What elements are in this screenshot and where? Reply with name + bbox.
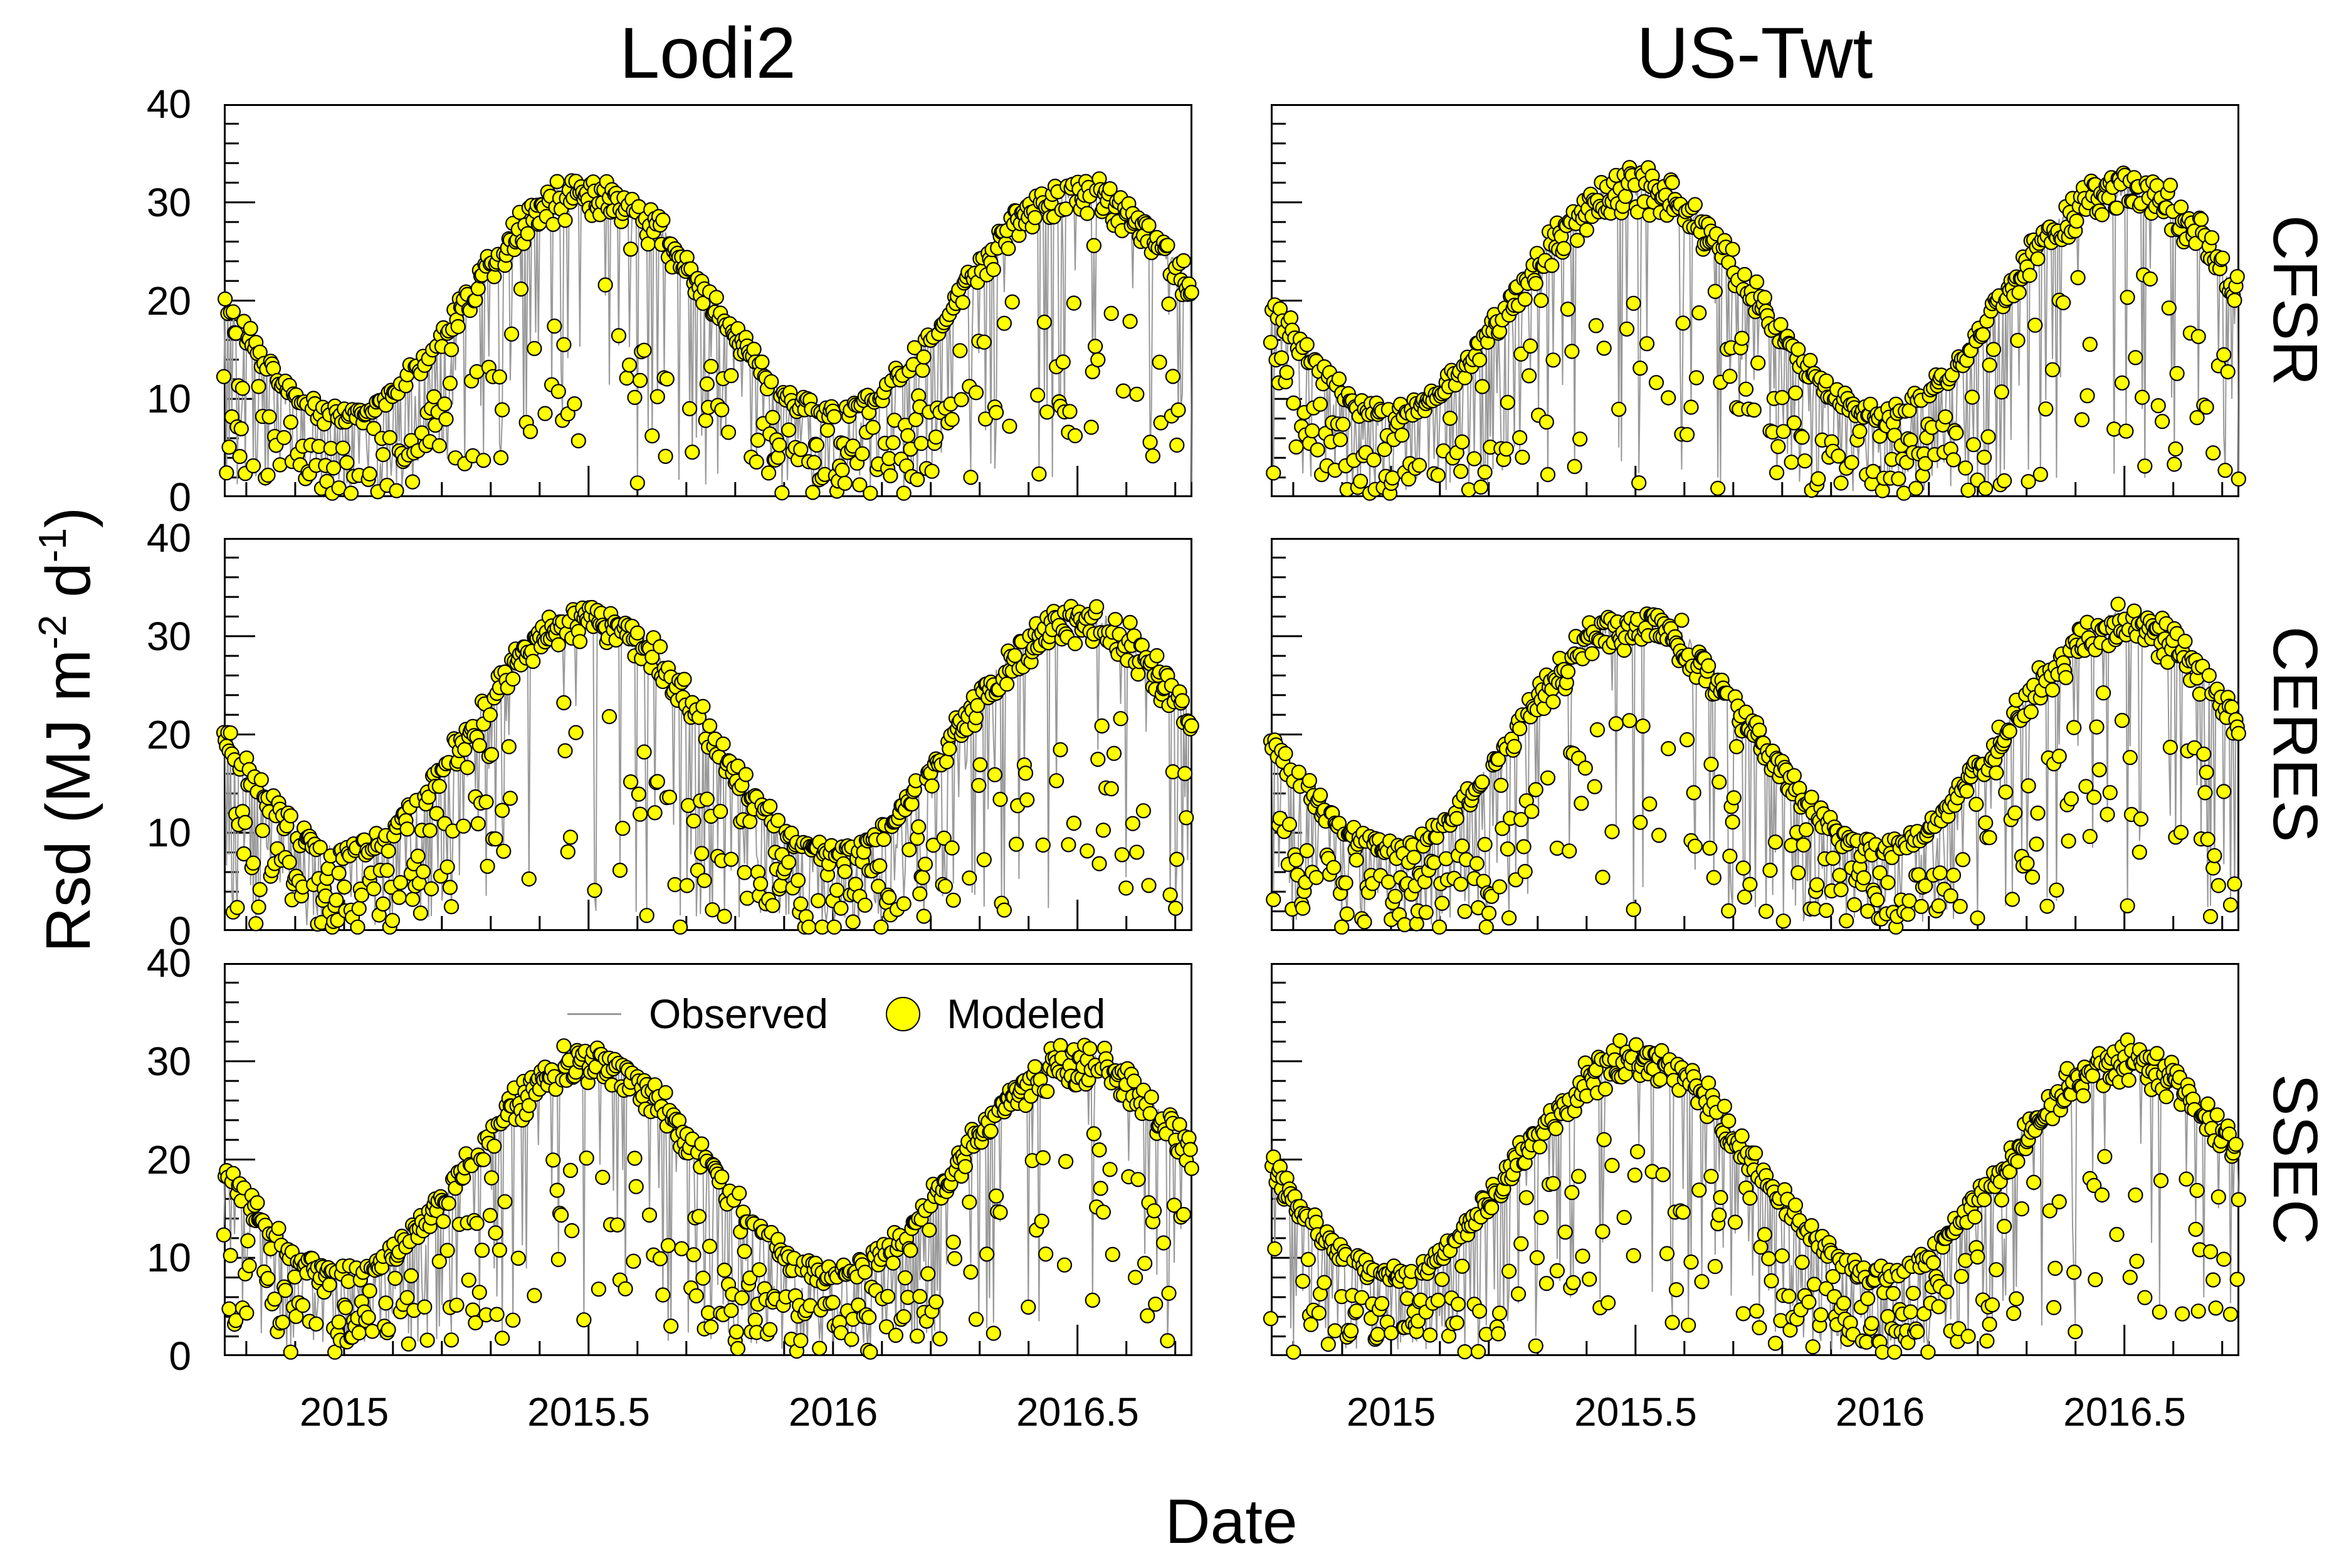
y-tick-label: 10 <box>146 810 191 855</box>
panel-cfsr-us-twt <box>1263 104 2246 501</box>
modeled-series <box>216 171 1199 501</box>
observed-series <box>1270 611 2239 925</box>
y-tick-label: 40 <box>146 515 191 560</box>
y-tick-label: 10 <box>146 376 191 421</box>
x-tick-label: 2015.5 <box>527 1389 650 1434</box>
y-tick-label: 0 <box>169 475 191 520</box>
x-tick-label: 2016 <box>788 1389 878 1434</box>
y-tick-label: 30 <box>146 1039 191 1084</box>
y-tick-label: 0 <box>169 1334 191 1379</box>
modeled-marker-sample <box>886 996 921 1031</box>
legend: Observed Modeled <box>567 988 1105 1039</box>
panel-ceres-us-twt <box>1263 538 2246 935</box>
row-label-ssec: SSEC <box>2260 1073 2330 1245</box>
x-axis-label: Date <box>1165 1486 1298 1557</box>
observed-series <box>1270 174 2239 492</box>
modeled-series <box>1263 1032 2246 1360</box>
y-tick-label: 30 <box>146 180 191 225</box>
column-title-lodi2: Lodi2 <box>619 13 796 93</box>
panel-ceres-lodi2 <box>216 538 1199 935</box>
y-axis-label-text: d <box>33 562 103 615</box>
y-tick-label: 40 <box>146 940 191 986</box>
x-tick-label: 2015 <box>299 1389 389 1434</box>
y-tick-label: 20 <box>146 278 191 324</box>
chart-ssec-lodi2 <box>216 963 1199 1360</box>
legend-modeled-label: Modeled <box>947 991 1106 1037</box>
chart-cfsr-lodi2 <box>216 104 1199 501</box>
chart-ssec-us-twt <box>1263 963 2246 1360</box>
x-tick-label: 2015 <box>1346 1389 1436 1434</box>
modeled-series <box>216 599 1199 935</box>
chart-ceres-lodi2 <box>216 538 1199 935</box>
observed-line-sample <box>567 1013 621 1015</box>
panel-ssec-us-twt <box>1263 963 2246 1360</box>
panel-ssec-lodi2: Observed Modeled <box>216 963 1199 1360</box>
modeled-series <box>1263 160 2246 501</box>
chart-ceres-us-twt <box>1263 538 2246 935</box>
y-tick-label: 20 <box>146 1137 191 1182</box>
x-tick-label: 2016.5 <box>2063 1389 2186 1434</box>
x-tick-label: 2016.5 <box>1016 1389 1139 1434</box>
y-tick-label: 40 <box>146 82 191 127</box>
legend-observed-label: Observed <box>649 991 829 1037</box>
y-tick-label: 20 <box>146 712 191 757</box>
y-tick-label: 0 <box>169 908 191 954</box>
panel-cfsr-lodi2 <box>216 104 1199 501</box>
column-title-us-twt: US-Twt <box>1636 13 1873 93</box>
x-tick-label: 2016 <box>1835 1389 1925 1434</box>
x-tick-label: 2015.5 <box>1574 1389 1697 1434</box>
chart-cfsr-us-twt <box>1263 104 2246 501</box>
row-label-cfsr: CFSR <box>2260 214 2330 386</box>
modeled-series <box>1263 596 2246 935</box>
row-label-ceres: CERES <box>2260 626 2330 843</box>
y-tick-label: 10 <box>146 1235 191 1280</box>
y-tick-label: 30 <box>146 614 191 659</box>
observed-series <box>223 177 1192 492</box>
modeled-series <box>216 1038 1199 1360</box>
